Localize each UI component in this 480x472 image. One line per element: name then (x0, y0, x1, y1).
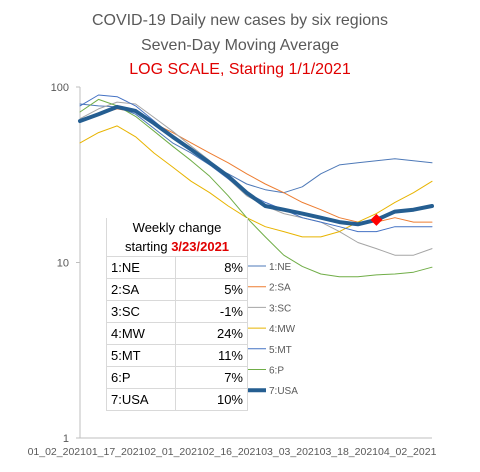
chart-subtitle: Seven-Day Moving Average (140, 37, 340, 54)
legend-label: 6:P (269, 366, 284, 377)
x-tick-label: 02_01_2021 (144, 446, 203, 458)
series-line-4-mw (79, 125, 433, 238)
x-tick-label: 04_02_2021 (378, 446, 437, 458)
date-marker (370, 213, 383, 226)
x-tick-label: 01_02_2021 (28, 446, 87, 458)
series-line-1-ne (79, 103, 433, 194)
table-row: 4:MW 24% (106, 322, 248, 345)
series-line-6-p (79, 98, 433, 278)
table-row: 3:SC -1% (106, 300, 248, 323)
table-header-line1: Weekly change (106, 218, 248, 237)
table-row: 1:NE 8% (106, 256, 248, 279)
legend-label: 1:NE (269, 262, 292, 273)
table-row: 5:MT 11% (106, 344, 248, 367)
legend-label: 4:MW (269, 324, 296, 335)
x-tick-label: 02_16_2021 (203, 446, 262, 458)
y-tick-label: 100 (51, 82, 69, 94)
series-line-7-usa (78, 104, 434, 227)
table-row: 2:SA 5% (106, 278, 248, 301)
weekly-change-table: Weekly change starting 3/23/2021 1:NE 8% … (106, 218, 248, 411)
x-tick-labels: 01_02_202101_17_202102_01_202102_16_2021… (28, 446, 437, 458)
table-header-line2: starting 3/23/2021 (106, 237, 248, 257)
x-tick-label: 03_03_2021 (261, 446, 320, 458)
y-tick-label: 1 (63, 433, 69, 445)
table-row: 7:USA 10% (106, 388, 248, 411)
table-header-date: 3/23/2021 (171, 239, 230, 254)
legend-label: 3:SC (269, 303, 291, 314)
legend-label: 2:SA (269, 283, 291, 294)
legend-label: 7:USA (269, 386, 298, 397)
y-tick-label: 10 (57, 258, 69, 270)
table-row: 6:P 7% (106, 366, 248, 389)
chart-scale-note: LOG SCALE, Starting 1/1/2021 (129, 61, 351, 78)
x-tick-label: 03_18_2021 (320, 446, 379, 458)
chart-title: COVID-19 Daily new cases by six regions (91, 12, 389, 29)
series-line-5-mt (79, 94, 433, 233)
legend-label: 5:MT (269, 345, 292, 356)
series-line-2-sa (79, 108, 433, 223)
x-tick-label: 01_17_2021 (86, 446, 145, 458)
